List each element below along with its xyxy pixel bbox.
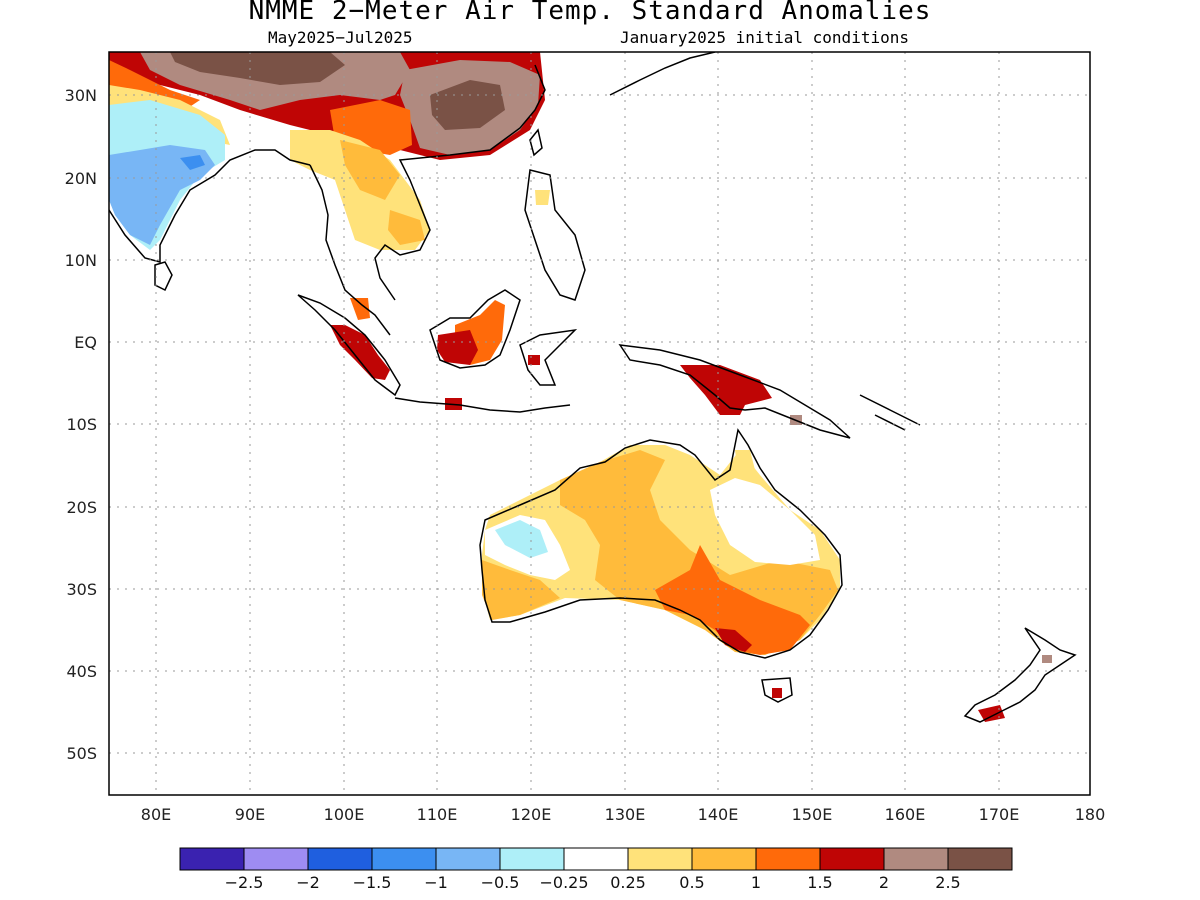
india-coast	[109, 149, 311, 263]
lon-label: 180	[1075, 805, 1106, 824]
colorbar-label: 0.5	[679, 873, 704, 892]
lon-label: 110E	[417, 805, 458, 824]
lat-label: 30S	[66, 580, 97, 599]
colorbar-label: −0.25	[539, 873, 588, 892]
colorbar-label: −1.5	[353, 873, 392, 892]
colorbar-label: −0.5	[481, 873, 520, 892]
forecast-period: May2025−Jul2025	[268, 28, 413, 47]
colorbar-swatch	[691, 847, 757, 871]
china-anomaly-brown	[170, 52, 345, 85]
australia-white-east	[710, 478, 820, 565]
australia-deep-orange	[655, 545, 810, 655]
queensland-yellow	[735, 450, 755, 472]
coastlines	[109, 52, 1077, 723]
solomon-coast	[859, 394, 921, 431]
lon-label: 100E	[324, 805, 365, 824]
borneo-red	[437, 330, 478, 365]
latitude-labels: 30N 20N 10N EQ 10S 20S 30S 40S 50S	[65, 86, 97, 763]
colorbar-swatch	[883, 847, 949, 871]
australia-light-blue	[495, 520, 548, 558]
colorbar-swatch	[307, 847, 373, 871]
colorbar-swatch	[435, 847, 501, 871]
colorbar-swatch	[755, 847, 821, 871]
colorbar-label: −1	[424, 873, 448, 892]
colorbar-label: 1.5	[807, 873, 832, 892]
colorbar-swatch	[563, 847, 629, 871]
sulawesi-coast	[519, 328, 578, 386]
colorbar-swatch	[947, 847, 1013, 871]
srilanka-coast	[154, 261, 173, 292]
philippines-yellow	[535, 190, 550, 205]
lat-label: 50S	[66, 744, 97, 763]
colorbar-swatch	[243, 847, 309, 871]
sumatra-red	[330, 325, 390, 380]
lon-label: 80E	[141, 805, 171, 824]
lat-label: 30N	[65, 86, 97, 105]
australia-coast	[479, 428, 843, 659]
lon-label: 120E	[511, 805, 552, 824]
lat-label: 40S	[66, 662, 97, 681]
map-title: NMME 2−Meter Air Temp. Standard Anomalie…	[248, 0, 932, 26]
india-north-orange	[109, 60, 200, 110]
malaya-orange	[350, 298, 370, 320]
colorbar-swatch	[627, 847, 693, 871]
india-blue-dark	[180, 155, 205, 170]
nz-taupe	[1042, 655, 1052, 663]
initial-conditions: January2025 initial conditions	[620, 28, 909, 47]
colorbar-labels: −2.5 −2 −1.5 −1 −0.5 −0.25 0.25 0.5 1 1.5 2 2.5	[225, 873, 961, 892]
lat-label: 10N	[65, 251, 97, 270]
newguinea-red	[680, 365, 772, 415]
india-blue	[109, 145, 215, 245]
lat-label: 10S	[66, 415, 97, 434]
tasmania-coast	[761, 677, 793, 703]
colorbar-swatch	[371, 847, 437, 871]
nz-red	[978, 705, 1005, 722]
tasmania-red	[772, 688, 782, 698]
colorbar-swatch	[819, 847, 885, 871]
colorbar-label: 2.5	[935, 873, 960, 892]
gridlines	[109, 52, 1090, 795]
java-coast	[394, 397, 571, 413]
taiwan-coast	[529, 128, 543, 157]
map-frame	[108, 51, 1091, 796]
seasia-orange	[340, 140, 400, 200]
australia-red-se	[715, 628, 752, 652]
colorbar-label: −2	[296, 873, 320, 892]
lat-label: EQ	[74, 333, 97, 352]
lat-label: 20S	[66, 498, 97, 517]
china-east-brown	[430, 80, 505, 130]
borneo-coast	[429, 289, 521, 369]
colorbar-swatch	[179, 847, 245, 871]
nz-coast	[963, 627, 1077, 723]
philippines-coast	[524, 169, 586, 301]
colorbar-label: 1	[751, 873, 761, 892]
anomaly-fields	[109, 52, 1052, 722]
colorbar-swatch	[499, 847, 565, 871]
sulawesi-red	[528, 355, 540, 365]
japan-coast	[609, 52, 716, 96]
lon-label: 130E	[605, 805, 646, 824]
lon-label: 150E	[792, 805, 833, 824]
colorbar-label: 0.25	[610, 873, 646, 892]
seasia-coast	[309, 64, 546, 336]
colorbar-label: 2	[879, 873, 889, 892]
lat-label: 20N	[65, 169, 97, 188]
lon-label: 140E	[698, 805, 739, 824]
colorbar	[179, 847, 1013, 871]
lon-label: 160E	[885, 805, 926, 824]
lon-label: 90E	[235, 805, 265, 824]
seasia-orange-2	[388, 210, 425, 245]
sumatra-coast	[297, 294, 401, 397]
australia-orange-west	[482, 560, 560, 620]
lon-label: 170E	[979, 805, 1020, 824]
longitude-labels: 80E 90E 100E 110E 120E 130E 140E 150E 16…	[141, 805, 1106, 824]
colorbar-label: −2.5	[225, 873, 264, 892]
